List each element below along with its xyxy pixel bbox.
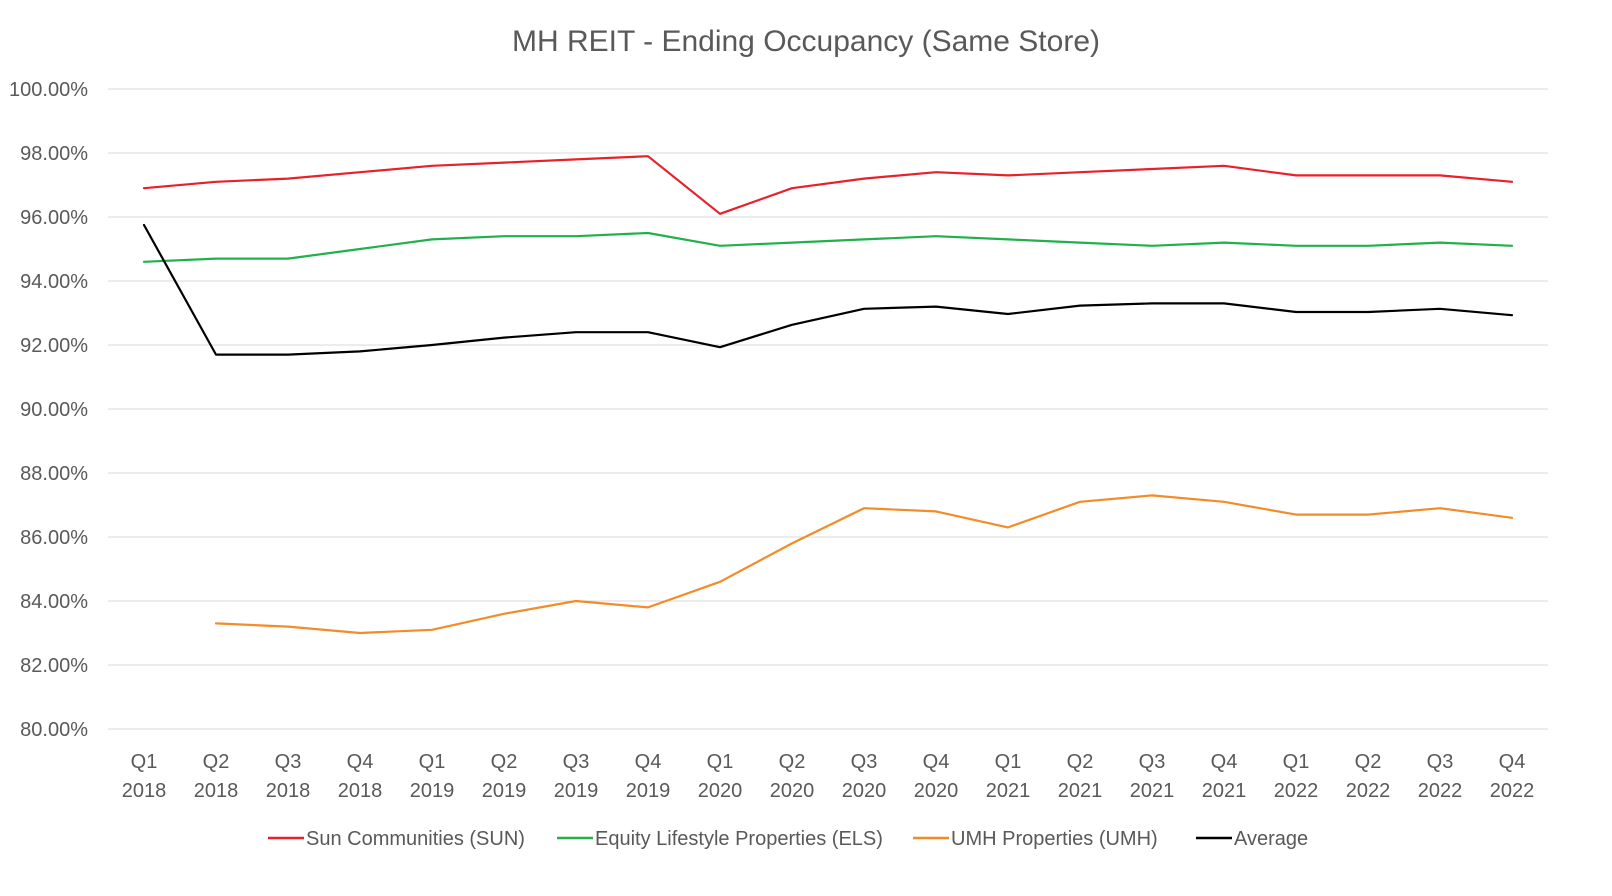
series-line-2 (214, 494, 1514, 635)
x-tick-label: Q1 2019 (410, 751, 455, 802)
series-line-3 (142, 223, 1514, 356)
x-tick-label: Q2 2021 (1058, 751, 1103, 802)
legend-label: Average (1234, 828, 1308, 850)
y-tick-label: 80.00% (20, 719, 88, 741)
gridlines (108, 88, 1548, 730)
x-tick-label: Q4 2022 (1490, 751, 1535, 802)
x-tick-label: Q4 2020 (914, 751, 959, 802)
series-line-0 (142, 155, 1514, 215)
x-tick-label: Q3 2018 (266, 751, 311, 802)
legend-label: UMH Properties (UMH) (951, 828, 1158, 850)
x-axis-ticks: Q1 2018 Q2 2018 Q3 2018 Q4 2018 Q1 2019 Q2 2019 Q3 20… (122, 751, 1535, 802)
legend-label: Sun Communities (SUN) (306, 828, 525, 850)
x-tick-label: Q2 2018 (194, 751, 239, 802)
y-tick-label: 100.00% (9, 79, 88, 101)
y-tick-label: 96.00% (20, 207, 88, 229)
series-lines (142, 155, 1514, 635)
x-tick-label: Q1 2020 (698, 751, 743, 802)
x-tick-label: Q1 2021 (986, 751, 1031, 802)
x-tick-label: Q2 2022 (1346, 751, 1391, 802)
y-tick-label: 82.00% (20, 655, 88, 677)
x-tick-label: Q2 2019 (482, 751, 527, 802)
x-tick-label: Q3 2020 (842, 751, 887, 802)
y-tick-label: 98.00% (20, 143, 88, 165)
x-tick-label: Q3 2019 (554, 751, 599, 802)
x-tick-label: Q1 2022 (1274, 751, 1319, 802)
x-tick-label: Q4 2019 (626, 751, 671, 802)
legend: Sun Communities (SUN) Equity Lifestyle Pr… (268, 828, 1308, 850)
x-tick-label: Q3 2022 (1418, 751, 1463, 802)
x-tick-label: Q4 2021 (1202, 751, 1247, 802)
x-tick-label: Q1 2018 (122, 751, 167, 802)
y-tick-label: 86.00% (20, 527, 88, 549)
y-axis-ticks: 80.00% 82.00% 84.00% 86.00% 88.00% 90.00% 92.0… (9, 79, 88, 741)
y-tick-label: 88.00% (20, 463, 88, 485)
y-tick-label: 94.00% (20, 271, 88, 293)
y-tick-label: 84.00% (20, 591, 88, 613)
y-tick-label: 90.00% (20, 399, 88, 421)
series-line-1 (142, 231, 1514, 263)
y-tick-label: 92.00% (20, 335, 88, 357)
x-tick-label: Q4 2018 (338, 751, 383, 802)
x-tick-label: Q3 2021 (1130, 751, 1175, 802)
x-tick-label: Q2 2020 (770, 751, 815, 802)
chart-title: MH REIT - Ending Occupancy (Same Store) (512, 25, 1100, 58)
legend-label: Equity Lifestyle Properties (ELS) (595, 828, 883, 850)
